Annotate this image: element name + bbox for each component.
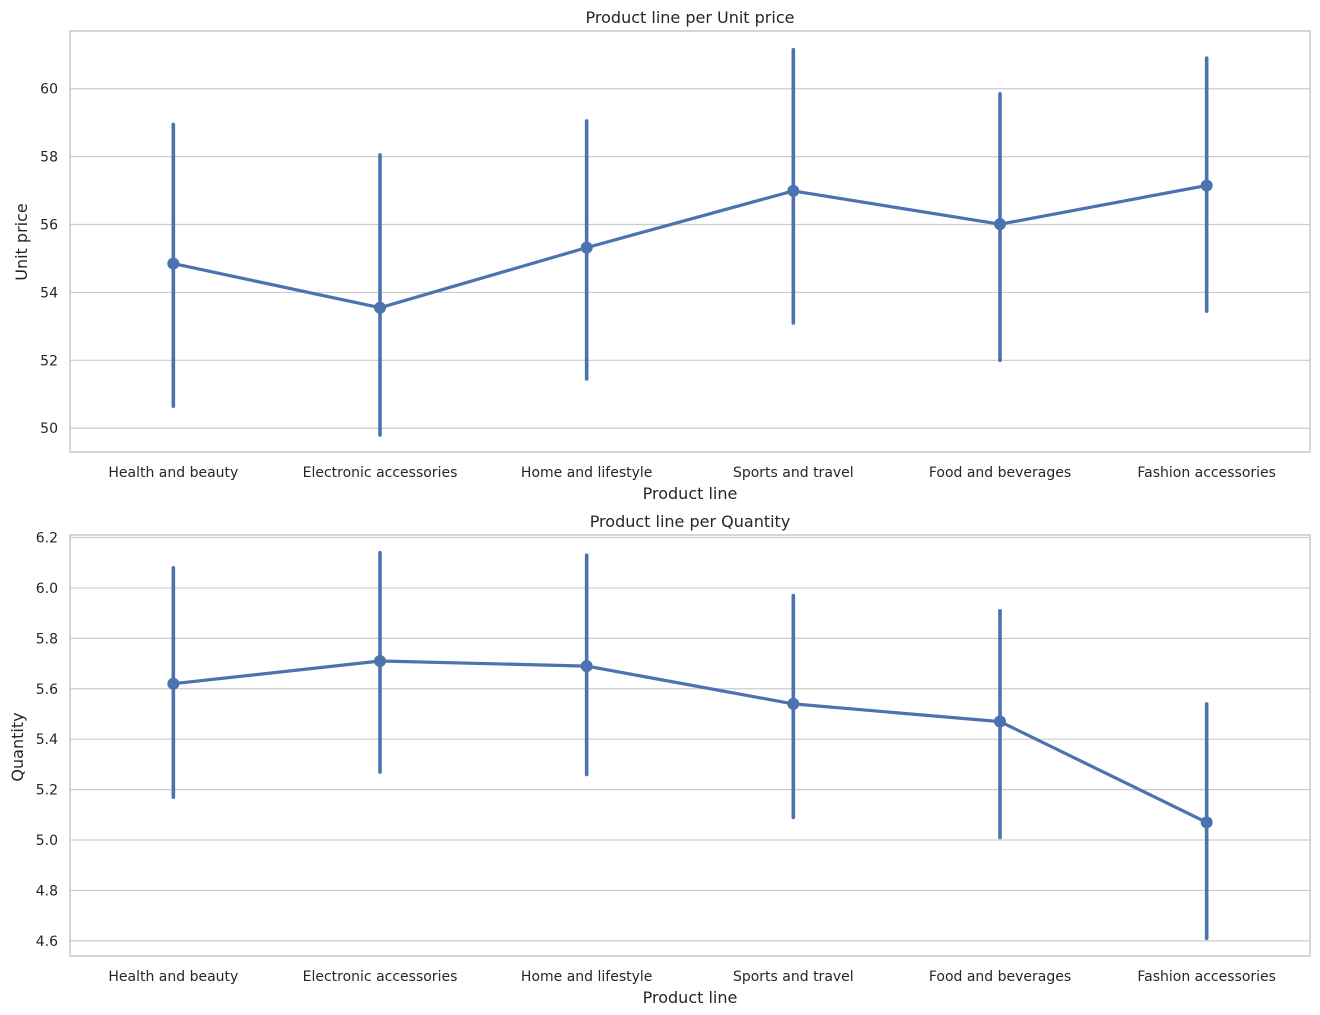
y-tick-label: 60 [40,82,58,98]
data-point [167,257,180,270]
x-tick-label: Food and beverages [929,465,1071,481]
x-tick-label: Fashion accessories [1137,969,1276,985]
x-tick-label: Sports and travel [733,465,854,481]
x-tick-label: Home and lifestyle [521,969,652,985]
y-tick-label: 52 [40,353,58,369]
plot-frame [69,30,1311,453]
y-tick-label: 5.2 [36,783,58,799]
data-point [580,241,593,254]
x-tick-label: Home and lifestyle [521,465,652,481]
chart-quantity: Product line per Quantity Product line Q… [8,512,1311,1007]
y-tick-label: 58 [40,150,58,166]
data-point [374,655,386,668]
y-tick-label: 6.2 [36,531,58,547]
y-tick-label: 50 [40,421,58,437]
x-tick-label: Food and beverages [929,969,1071,985]
y-tick-label: 4.8 [36,883,58,899]
x-tick-label: Health and beauty [108,969,238,985]
data-point [374,301,386,314]
data-point [167,677,180,690]
data-point [787,697,800,710]
y-tick-label: 5.8 [36,631,58,647]
series-line [173,659,1208,824]
x-tick-label: Electronic accessories [303,465,458,481]
data-point [994,218,1006,231]
plot-frame [69,534,1311,957]
x-axis-label: Product line [643,484,738,503]
y-tick-label: 54 [40,285,58,301]
x-tick-label: Electronic accessories [303,969,458,985]
y-tick-label: 5.4 [36,732,58,748]
data-point [1200,816,1213,829]
series-line [172,183,1207,310]
data-point [994,715,1006,728]
y-tick-label: 4.6 [36,934,58,950]
y-tick-label: 56 [40,218,58,234]
y-tick-label: 6.0 [36,581,58,597]
y-tick-label: 5.6 [36,682,58,698]
chart-title: Product line per Unit price [586,8,795,27]
y-axis-label: Unit price [12,203,31,280]
chart-unit-price: Product line per Unit price Product line… [12,8,1311,503]
chart-title: Product line per Quantity [590,512,791,531]
y-axis-label: Quantity [8,712,27,781]
data-point [787,184,800,197]
data-point [1200,179,1213,192]
x-tick-label: Health and beauty [108,465,238,481]
y-tick-label: 5.0 [36,833,58,849]
x-axis-label: Product line [643,988,738,1007]
data-point [580,660,593,673]
x-tick-label: Fashion accessories [1137,465,1276,481]
x-tick-label: Sports and travel [733,969,854,985]
